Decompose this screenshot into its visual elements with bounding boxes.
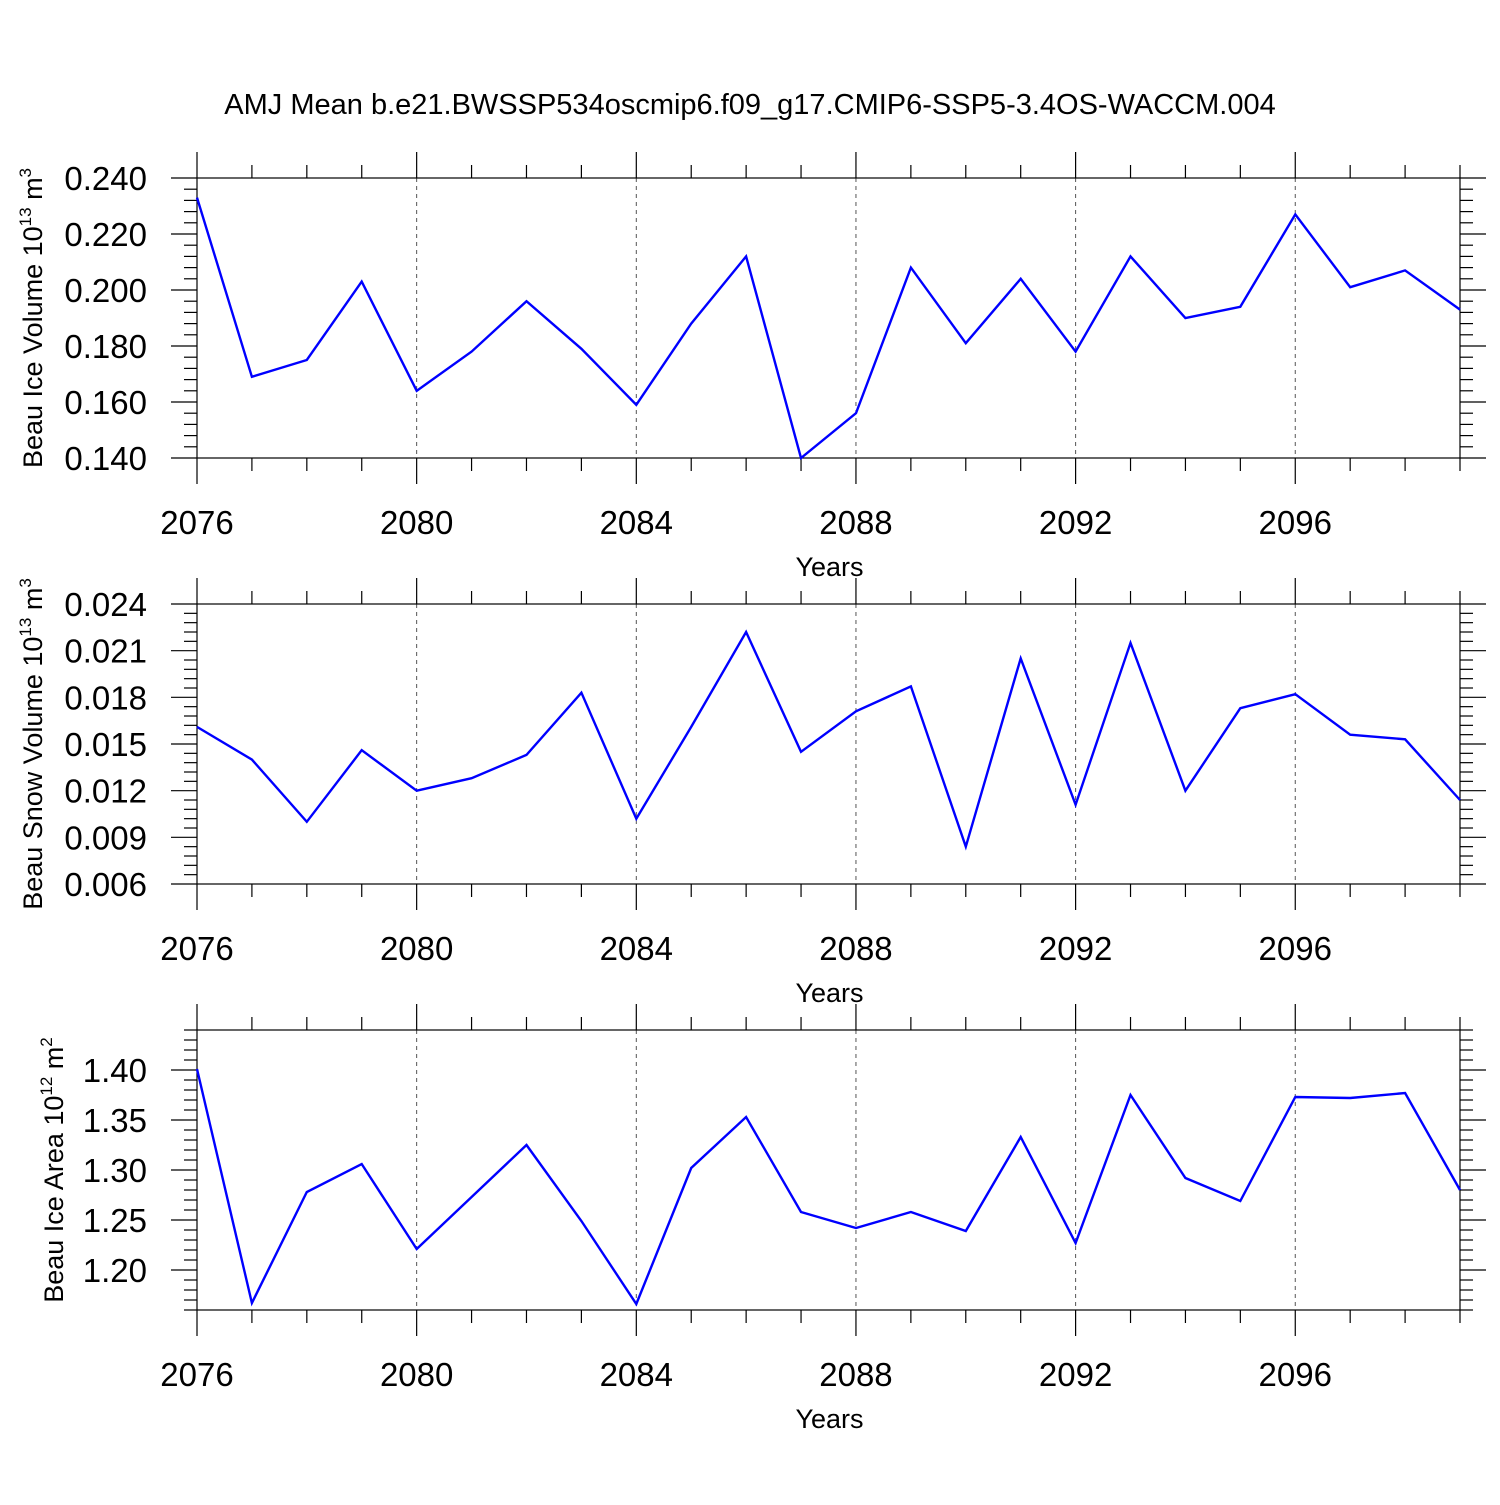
y-tick-label: 1.20 (83, 1252, 147, 1289)
y-tick-label: 0.180 (64, 328, 147, 365)
x-tick-label: 2088 (819, 930, 892, 967)
x-tick-label: 2076 (160, 1356, 233, 1393)
y-tick-label: 0.140 (64, 440, 147, 477)
y-axis-label-superscript: 2 (37, 1037, 56, 1046)
y-axis-label-superscript: 12 (37, 1077, 56, 1096)
x-tick-label: 2096 (1259, 504, 1332, 541)
x-tick-label: 2092 (1039, 504, 1112, 541)
chart-panel-1: 2076 2080 2084 2088 2092 2096 0.140 0.160 0.180 0… (16, 152, 1486, 582)
series-line (196, 629, 1461, 851)
x-tick-label: 2084 (600, 930, 673, 967)
y-axis-label: Beau Snow Volume 1013 m3 (16, 578, 48, 910)
y-axis-label-superscript: 13 (16, 207, 35, 226)
y-axis-label-superscript: 13 (16, 618, 35, 637)
x-tick-label: 2096 (1259, 930, 1332, 967)
y-tick-label: 0.009 (64, 819, 147, 856)
y-tick-label: 0.015 (64, 726, 147, 763)
x-tick-label: 2092 (1039, 1356, 1112, 1393)
plot-frame (196, 603, 1461, 885)
x-tick-label: 2084 (600, 1356, 673, 1393)
y-tick-label: 0.160 (64, 384, 147, 421)
y-axis-label-text: Beau Snow Volume 10 (18, 637, 48, 910)
x-tick-label: 2076 (160, 930, 233, 967)
x-tick-label: 2088 (819, 1356, 892, 1393)
y-axis-label-superscript: 3 (16, 578, 35, 587)
series-line (195, 1068, 1462, 1307)
chart-title: AMJ Mean b.e21.BWSSP534oscmip6.f09_g17.C… (224, 89, 1275, 121)
y-tick-label: 0.021 (64, 633, 147, 670)
chart-panel-3: 2076 2080 2084 2088 2092 2096 1.20 1.25 1.30 1.35… (37, 1004, 1486, 1434)
x-tick-label: 2084 (600, 504, 673, 541)
y-tick-label: 0.012 (64, 773, 147, 810)
y-axis-label: Beau Ice Volume 1013 m3 (16, 168, 48, 468)
y-tick-label: 1.25 (83, 1202, 147, 1239)
y-tick-label: 1.35 (83, 1102, 147, 1139)
x-axis-label: Years (795, 978, 863, 1008)
chart-panel-2: 2076 2080 2084 2088 2092 2096 0.006 0.009 0.012 0… (16, 578, 1486, 1008)
y-axis-label-text: m (18, 177, 48, 207)
y-axis-label-text: Beau Ice Volume 10 (18, 226, 48, 468)
y-tick-label: 0.006 (64, 866, 147, 903)
y-axis-label-text: Beau Ice Area 10 (39, 1096, 69, 1303)
y-axis-label-superscript: 3 (16, 168, 35, 177)
y-tick-label: 1.40 (83, 1052, 147, 1089)
y-axis-label: Beau Ice Area 1012 m2 (37, 1037, 69, 1303)
x-tick-label: 2080 (380, 1356, 453, 1393)
x-tick-label: 2096 (1259, 1356, 1332, 1393)
x-tick-label: 2076 (160, 504, 233, 541)
y-tick-label: 0.220 (64, 216, 147, 253)
x-tick-label: 2088 (819, 504, 892, 541)
series-line (195, 197, 1461, 461)
x-tick-label: 2080 (380, 930, 453, 967)
x-tick-label: 2092 (1039, 930, 1112, 967)
y-axis-label-text: m (39, 1047, 69, 1077)
y-tick-label: 0.018 (64, 679, 147, 716)
plot-frame (196, 1029, 1461, 1311)
x-axis-label: Years (795, 1404, 863, 1434)
y-axis-label-text: m (18, 588, 48, 618)
y-tick-label: 0.240 (64, 160, 147, 197)
x-tick-label: 2080 (380, 504, 453, 541)
y-tick-label: 1.30 (83, 1152, 147, 1189)
plot-frame (196, 177, 1461, 459)
x-axis-label: Years (795, 552, 863, 582)
y-tick-label: 0.024 (64, 586, 147, 623)
y-tick-label: 0.200 (64, 272, 147, 309)
